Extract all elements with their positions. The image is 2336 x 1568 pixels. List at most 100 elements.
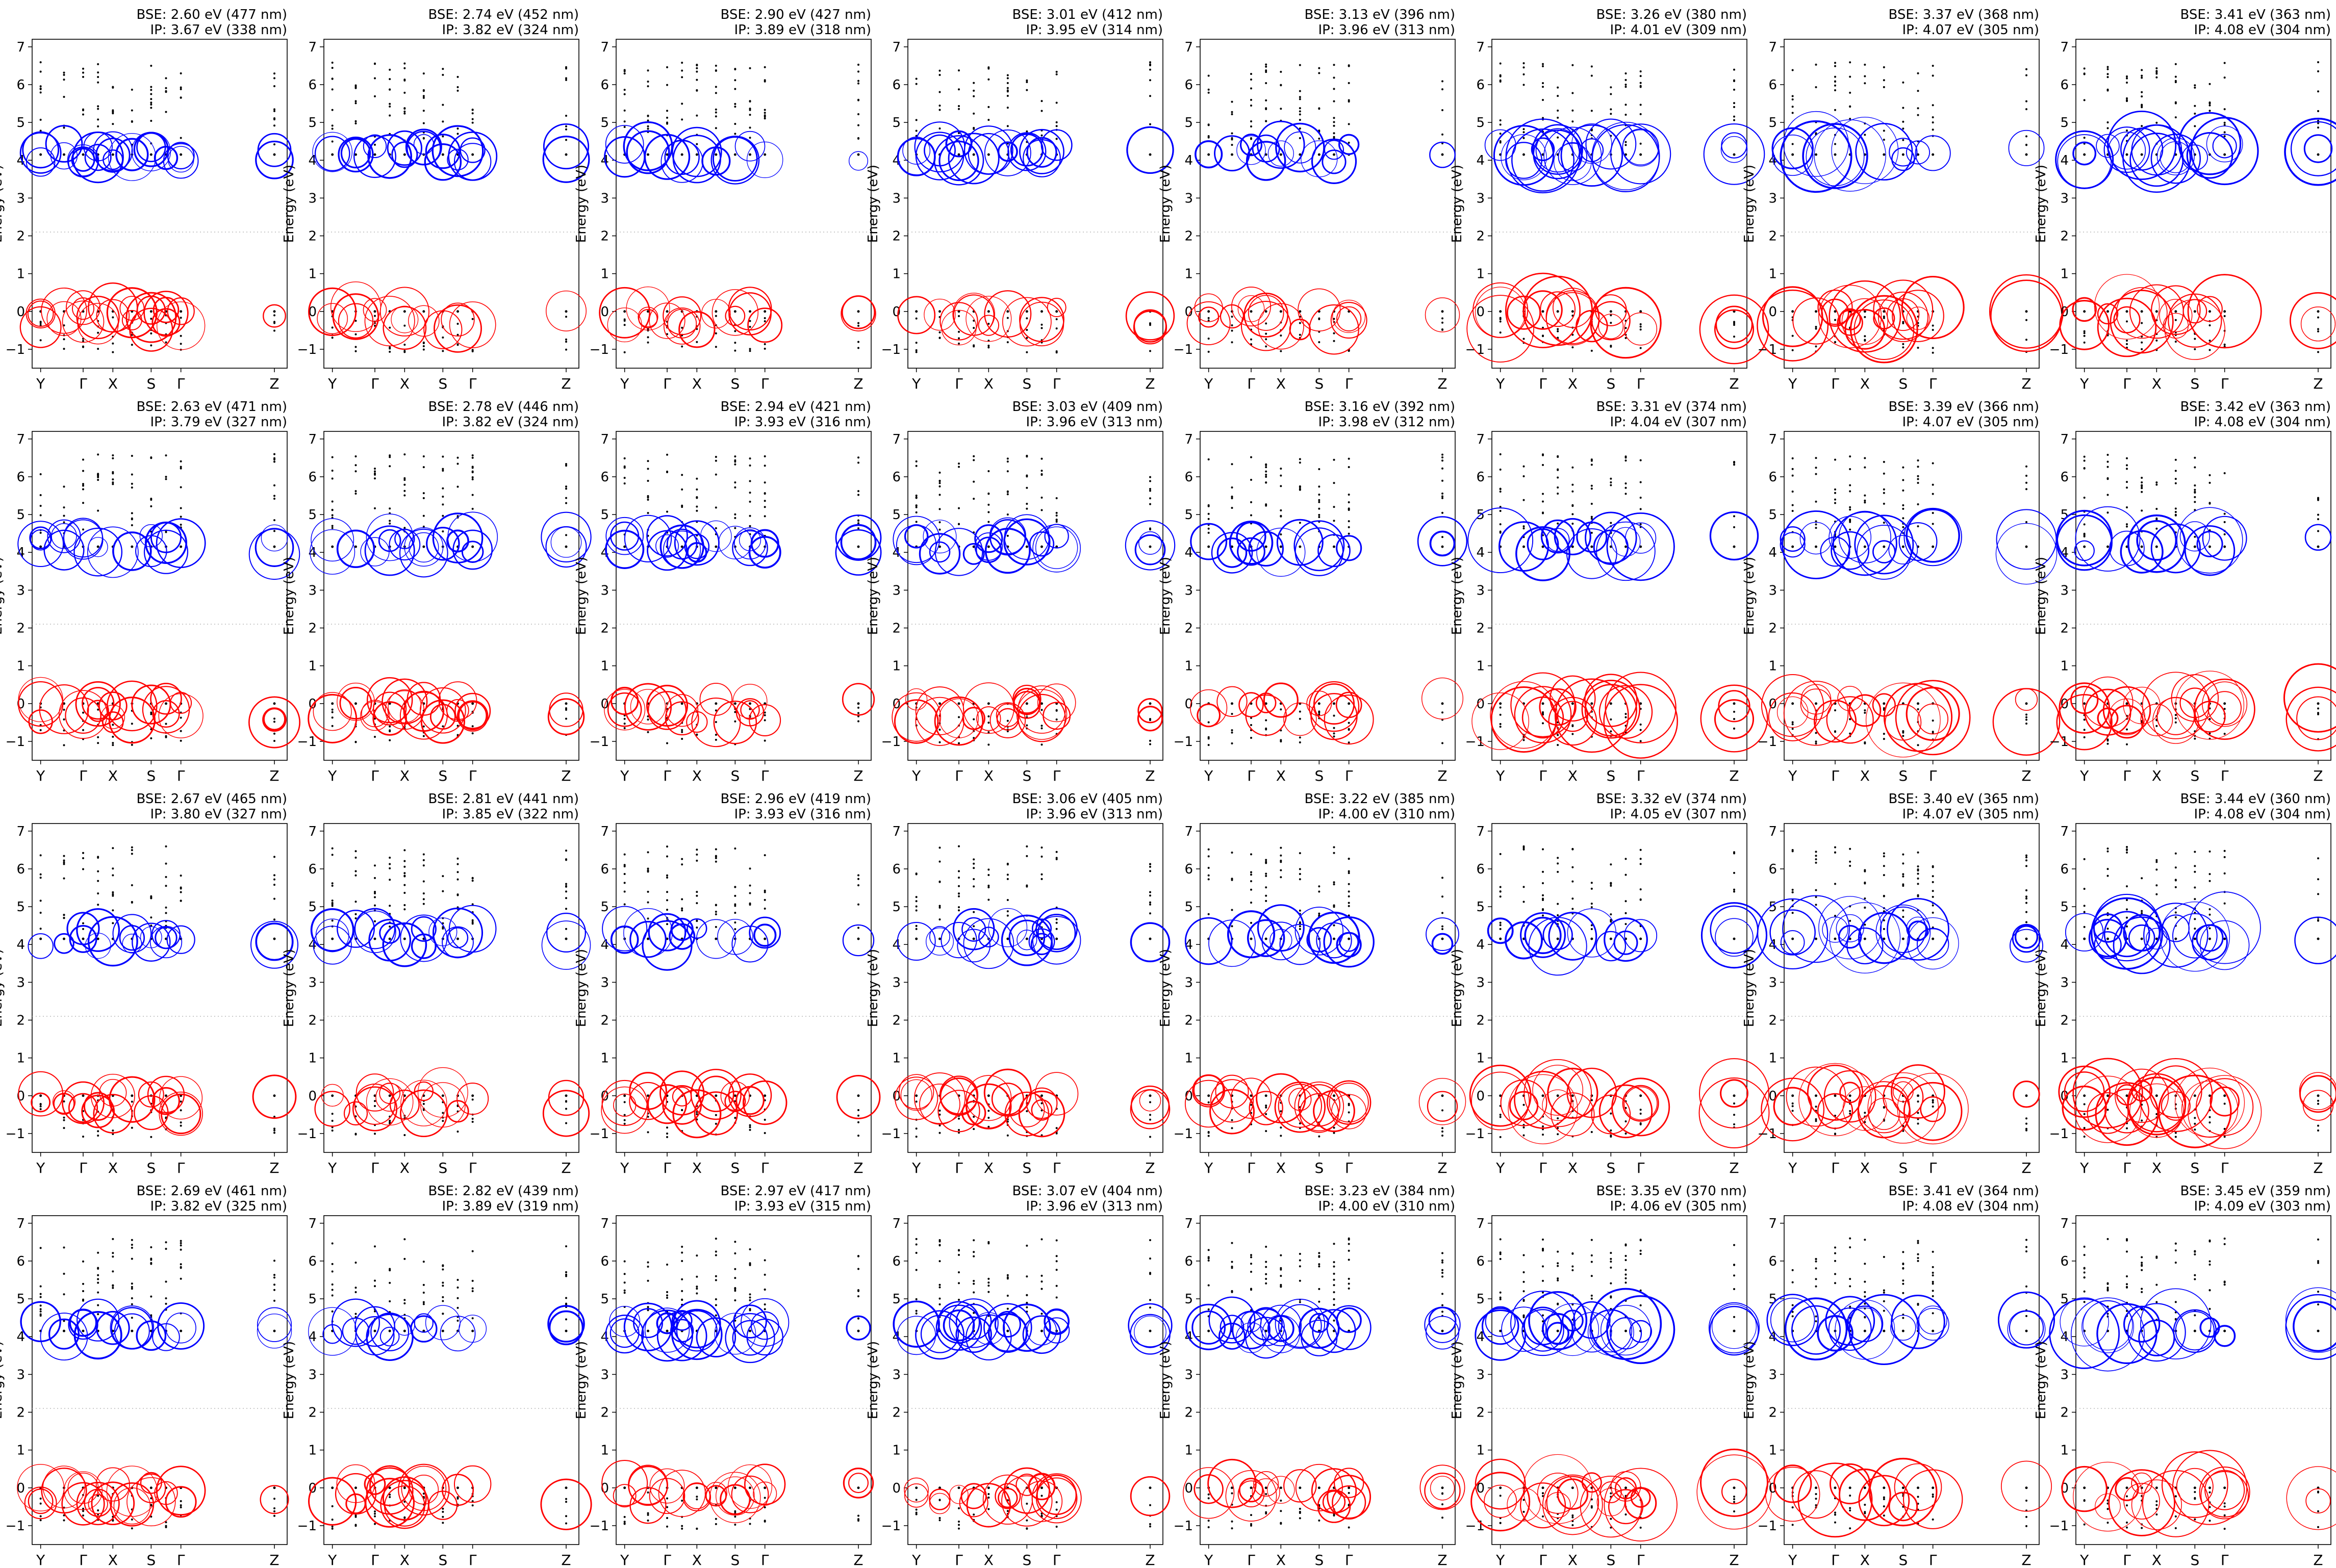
band-dot [1522,137,1525,139]
ytick-label: 1 [1184,659,1193,674]
band-dot [1522,1103,1525,1106]
band-dot [1348,1104,1350,1107]
xtick-label: Y [36,767,45,784]
band-dot [403,479,406,481]
band-dot [734,102,737,105]
valence-weight-circle [1813,700,1857,743]
conduction-weight-circle [19,132,62,174]
band-dot [1815,63,1817,66]
band-dot [1265,338,1267,341]
band-dot [1733,1114,1735,1116]
band-dot [2208,481,2211,484]
band-dot [1849,508,1851,511]
band-dot [987,106,990,108]
band-dot [1207,1132,1210,1134]
valence-weight-circle [900,1079,932,1111]
band-dot [734,894,737,897]
band-dot [623,853,626,856]
band-dot [623,865,626,868]
band-dot [681,118,683,121]
band-dot [2174,75,2177,78]
band-dot [1499,895,1502,898]
valence-weight-circle [1013,687,1041,715]
valence-weight-circle [441,302,475,337]
band-dot [1348,872,1350,875]
band-dot [354,350,357,352]
band-dot [165,87,167,89]
band-dot [1902,885,1905,887]
band-dot [331,153,334,156]
band-dot [1265,859,1267,861]
ytick-label: 2 [16,621,25,636]
band-dot [857,927,859,929]
band-dot [1864,907,1866,909]
band-dot [749,884,751,887]
band-dot [2126,849,2128,852]
band-dot [749,892,751,894]
band-dot [150,505,153,507]
band-dot [2174,63,2177,65]
band-dot [2141,509,2143,512]
band-dot [1265,894,1267,897]
conduction-weight-circle [748,535,781,569]
band-dot [1590,903,1593,905]
band-dot [623,72,626,75]
band-dot [403,153,406,156]
panel-subtitle: IP: 3.96 eV (313 nm) [1026,807,1163,822]
conduction-weight-circle [1216,537,1248,568]
band-dot [1917,1100,1919,1103]
band-dot [681,1109,683,1111]
conduction-weight-circle [143,529,189,574]
band-dot [1590,906,1593,909]
band-dot [331,127,334,130]
xtick-label: Z [2021,767,2031,784]
band-dot [1917,708,1919,710]
xtick-label: S [1898,375,1908,392]
band-dot [2025,856,2027,859]
band-dot [471,903,474,906]
band-dot [749,109,751,111]
conduction-weight-circle [1257,120,1305,169]
band-dot [1557,469,1559,471]
band-dot [1441,133,1443,136]
band-dot [2025,521,2027,523]
valence-weight-circle [713,700,757,744]
band-dot [1791,106,1794,108]
y-axis-label: Energy (eV) [282,557,297,635]
band-dot [39,153,42,156]
band-dot [2194,851,2196,853]
band-dot [150,728,153,731]
band-dot [1026,351,1028,353]
band-dot [456,75,459,78]
band-dot [1902,916,1905,918]
band-dot [1006,878,1009,880]
band-dot [1557,109,1559,112]
band-dot [1265,1113,1267,1115]
band-dot [403,875,406,877]
band-dot [82,1135,84,1138]
valence-weight-circle [2286,686,2336,752]
band-dot [1265,71,1267,73]
band-dot [2223,76,2226,79]
conduction-weight-circle [95,138,131,173]
valence-weight-circle [458,701,488,731]
conduction-weight-circle [156,518,206,569]
band-dot [1348,937,1351,940]
valence-weight-circle [366,1078,414,1126]
band-dot [1557,870,1559,873]
band-dot [1541,153,1544,156]
conduction-weight-circle [1007,132,1047,171]
panel-subtitle: IP: 3.79 eV (327 nm) [150,415,287,430]
ytick-label: 6 [2060,862,2069,877]
band-dot [623,310,626,313]
band-dot [39,531,42,534]
band-dot [623,545,626,548]
band-dot [2223,702,2226,705]
band-dot [1932,121,1934,124]
band-dot [1542,512,1544,515]
band-dot [1441,928,1443,930]
band-dot [2174,80,2177,82]
band-dot [1848,1094,1851,1097]
band-dot [442,890,444,892]
ytick-label: 0 [1184,304,1193,320]
